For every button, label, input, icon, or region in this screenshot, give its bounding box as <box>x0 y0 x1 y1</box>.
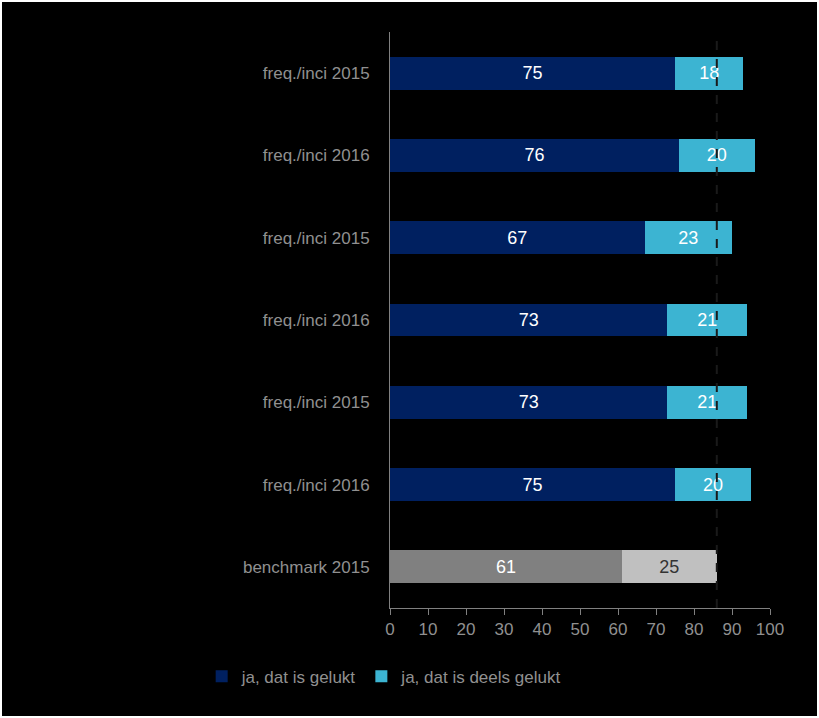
svg-text:ja, dat is gelukt: ja, dat is gelukt <box>241 668 356 687</box>
svg-text:73: 73 <box>519 310 539 330</box>
svg-text:0: 0 <box>385 620 394 639</box>
svg-text:80: 80 <box>685 620 704 639</box>
svg-text:75: 75 <box>522 475 542 495</box>
svg-text:40: 40 <box>533 620 552 639</box>
svg-text:freq./inci 2015: freq./inci 2015 <box>263 229 370 248</box>
svg-text:76: 76 <box>524 145 544 165</box>
svg-text:30: 30 <box>495 620 514 639</box>
svg-text:20: 20 <box>703 475 723 495</box>
svg-text:10: 10 <box>419 620 438 639</box>
svg-text:18: 18 <box>699 63 719 83</box>
svg-text:61: 61 <box>496 557 516 577</box>
svg-text:ja, dat is deels gelukt: ja, dat is deels gelukt <box>400 668 560 687</box>
svg-text:freq./inci 2015: freq./inci 2015 <box>263 393 370 412</box>
svg-text:freq./inci 2016: freq./inci 2016 <box>263 476 370 495</box>
svg-text:73: 73 <box>519 392 539 412</box>
svg-text:50: 50 <box>571 620 590 639</box>
svg-text:21: 21 <box>697 392 717 412</box>
svg-text:70: 70 <box>647 620 666 639</box>
svg-text:20: 20 <box>707 145 727 165</box>
svg-text:67: 67 <box>507 228 527 248</box>
svg-text:benchmark 2015: benchmark 2015 <box>243 558 370 577</box>
svg-text:21: 21 <box>697 310 717 330</box>
svg-text:23: 23 <box>678 228 698 248</box>
svg-text:75: 75 <box>522 63 542 83</box>
svg-text:60: 60 <box>609 620 628 639</box>
svg-text:20: 20 <box>457 620 476 639</box>
svg-text:100: 100 <box>756 620 784 639</box>
svg-text:90: 90 <box>723 620 742 639</box>
svg-text:25: 25 <box>659 557 679 577</box>
svg-text:freq./inci 2015: freq./inci 2015 <box>263 64 370 83</box>
svg-text:freq./inci 2016: freq./inci 2016 <box>263 146 370 165</box>
svg-text:freq./inci 2016: freq./inci 2016 <box>263 311 370 330</box>
